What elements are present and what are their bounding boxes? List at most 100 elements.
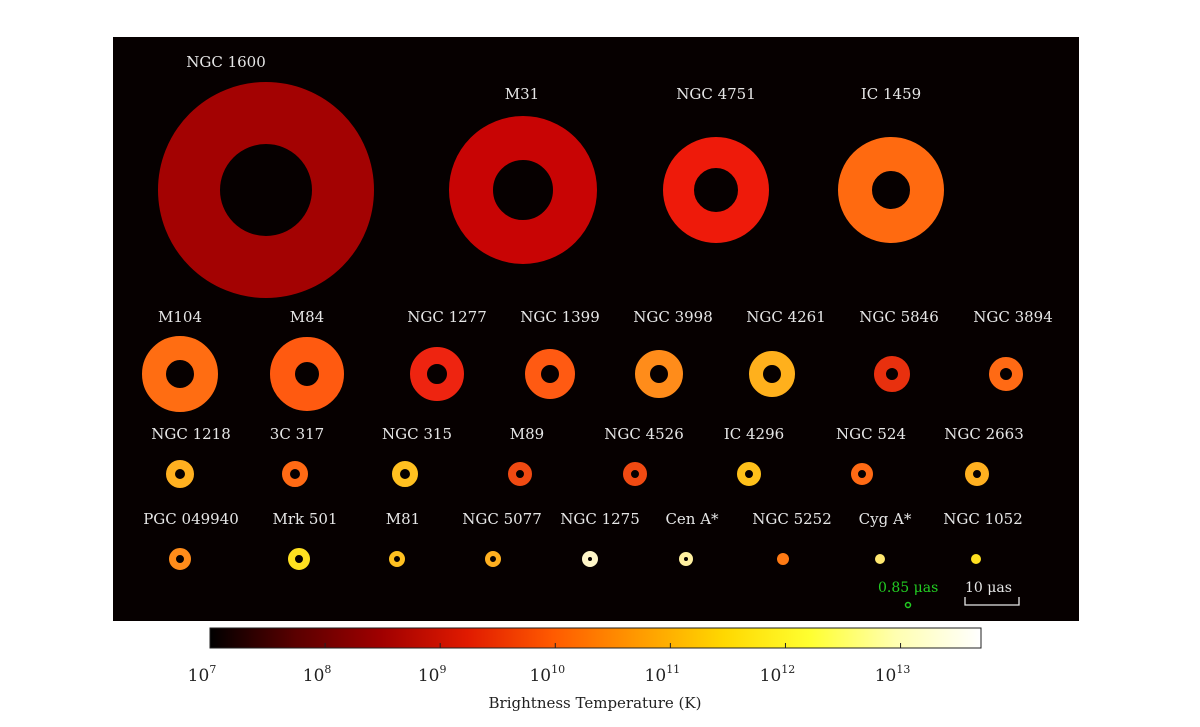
label-ngc-1052: NGC 1052 — [943, 510, 1023, 528]
galaxy-cen-a: Cen A* — [665, 510, 719, 566]
ring-ic-4296 — [737, 462, 761, 486]
galaxy-cyg-a: Cyg A* — [859, 510, 912, 564]
ring-3c-317 — [282, 461, 308, 487]
colorbar-title: Brightness Temperature (K) — [489, 694, 702, 712]
scale-bar — [964, 597, 1020, 606]
ring-ic-1459 — [838, 137, 944, 243]
label-ngc-4526: NGC 4526 — [604, 425, 684, 443]
galaxy-ngc-315: NGC 315 — [382, 425, 452, 487]
ring-ngc-524 — [851, 463, 873, 485]
ring-ngc-1600 — [158, 82, 374, 298]
label-ngc-1275: NGC 1275 — [560, 510, 640, 528]
ring-ngc-3894 — [989, 357, 1023, 391]
label-ngc-5846: NGC 5846 — [859, 308, 939, 326]
galaxy-3c-317: 3C 317 — [270, 425, 324, 487]
colorbar: 107 108 109 1010 1011 1012 1013 Brightness Temp… — [188, 627, 982, 712]
galaxy-ngc-4261: NGC 4261 — [746, 308, 826, 397]
galaxy-ngc-5077: NGC 5077 — [462, 510, 542, 567]
ring-m104 — [142, 336, 218, 412]
label-m104: M104 — [158, 308, 202, 326]
galaxy-m104: M104 — [142, 308, 218, 412]
galaxy-ngc-2663: NGC 2663 — [944, 425, 1024, 486]
tick-label-1e9: 109 — [418, 663, 447, 686]
ring-ngc-4261 — [749, 351, 795, 397]
galaxy-ic-1459: IC 1459 — [838, 85, 944, 243]
tick-label-1e12: 1012 — [760, 663, 796, 686]
galaxy-ngc-5846: NGC 5846 — [859, 308, 939, 392]
galaxy-ngc-3894: NGC 3894 — [973, 308, 1053, 391]
galaxy-m81: M81 — [386, 510, 420, 567]
galaxy-m31: M31 — [449, 85, 597, 264]
label-ngc-1218: NGC 1218 — [151, 425, 231, 443]
scale-bar-label: 10 μas — [965, 580, 1012, 596]
galaxy-ring-panel: NGC 1600 M31 NGC 4751 IC 1459 M104 M84 NGC 127… — [113, 37, 1079, 621]
galaxy-m89: M89 — [508, 425, 544, 486]
label-ic-4296: IC 4296 — [724, 425, 784, 443]
ring-mrk-501 — [288, 548, 310, 570]
tick-label-1e11: 1011 — [645, 663, 681, 686]
colorbar-gradient — [209, 627, 982, 649]
label-ic-1459: IC 1459 — [861, 85, 921, 103]
ring-m31 — [449, 116, 597, 264]
ring-ngc-2663 — [965, 462, 989, 486]
ring-m84 — [270, 337, 344, 411]
ring-ngc-3998 — [635, 350, 683, 398]
label-3c-317: 3C 317 — [270, 425, 324, 443]
label-cyg-a: Cyg A* — [859, 510, 912, 528]
galaxy-ngc-1600: NGC 1600 — [158, 53, 374, 298]
label-ngc-524: NGC 524 — [836, 425, 906, 443]
ring-ngc-1275 — [582, 551, 598, 567]
galaxy-ngc-3998: NGC 3998 — [633, 308, 713, 398]
label-ngc-315: NGC 315 — [382, 425, 452, 443]
beam-circle — [904, 601, 912, 609]
label-ngc-1277: NGC 1277 — [407, 308, 487, 326]
galaxy-m84: M84 — [270, 308, 344, 411]
galaxy-ngc-524: NGC 524 — [836, 425, 906, 485]
ring-m89 — [508, 462, 532, 486]
tick-label-1e7: 107 — [188, 663, 217, 686]
tick-label-1e10: 1010 — [529, 663, 565, 686]
ring-ngc-1277 — [410, 347, 464, 401]
label-ngc-5252: NGC 5252 — [752, 510, 832, 528]
galaxy-ngc-1275: NGC 1275 — [560, 510, 640, 567]
colorbar-ticks: 107 108 109 1010 1011 1012 1013 — [188, 643, 911, 686]
ring-ngc-5252 — [777, 553, 789, 565]
galaxy-ngc-5252: NGC 5252 — [752, 510, 832, 565]
ring-ngc-315 — [392, 461, 418, 487]
galaxy-ngc-4526: NGC 4526 — [604, 425, 684, 486]
label-ngc-4751: NGC 4751 — [676, 85, 756, 103]
ring-ngc-1218 — [166, 460, 194, 488]
ring-ngc-4751 — [663, 137, 769, 243]
galaxy-pgc-049940: PGC 049940 — [143, 510, 239, 570]
galaxy-ngc-1218: NGC 1218 — [151, 425, 231, 488]
rings-plot: NGC 1600 M31 NGC 4751 IC 1459 M104 M84 NGC 127… — [142, 53, 1053, 609]
label-ngc-5077: NGC 5077 — [462, 510, 542, 528]
ring-ngc-5077 — [485, 551, 501, 567]
ring-ngc-1399 — [525, 349, 575, 399]
ring-ngc-4526 — [623, 462, 647, 486]
label-pgc-049940: PGC 049940 — [143, 510, 239, 528]
ring-cen-a — [679, 552, 693, 566]
ring-pgc-049940 — [169, 548, 191, 570]
galaxy-ngc-1399: NGC 1399 — [520, 308, 600, 399]
label-ngc-2663: NGC 2663 — [944, 425, 1024, 443]
label-cen-a: Cen A* — [665, 510, 719, 528]
label-ngc-3894: NGC 3894 — [973, 308, 1053, 326]
tick-label-1e8: 108 — [303, 663, 332, 686]
beam-size-label: 0.85 μas — [878, 580, 938, 596]
label-ngc-3998: NGC 3998 — [633, 308, 713, 326]
label-m31: M31 — [505, 85, 539, 103]
galaxy-ngc-1052: NGC 1052 — [943, 510, 1023, 564]
galaxy-mrk-501: Mrk 501 — [272, 510, 338, 570]
ring-cyg-a — [875, 554, 885, 564]
label-m81: M81 — [386, 510, 420, 528]
scale-legend: 0.85 μas 10 μas — [878, 580, 1020, 609]
label-m84: M84 — [290, 308, 324, 326]
galaxy-ic-4296: IC 4296 — [724, 425, 784, 486]
galaxy-ngc-1277: NGC 1277 — [407, 308, 487, 401]
label-m89: M89 — [510, 425, 544, 443]
label-ngc-1600: NGC 1600 — [186, 53, 266, 71]
ring-m81 — [389, 551, 405, 567]
tick-label-1e13: 1013 — [875, 663, 911, 686]
galaxy-ngc-4751: NGC 4751 — [663, 85, 769, 243]
